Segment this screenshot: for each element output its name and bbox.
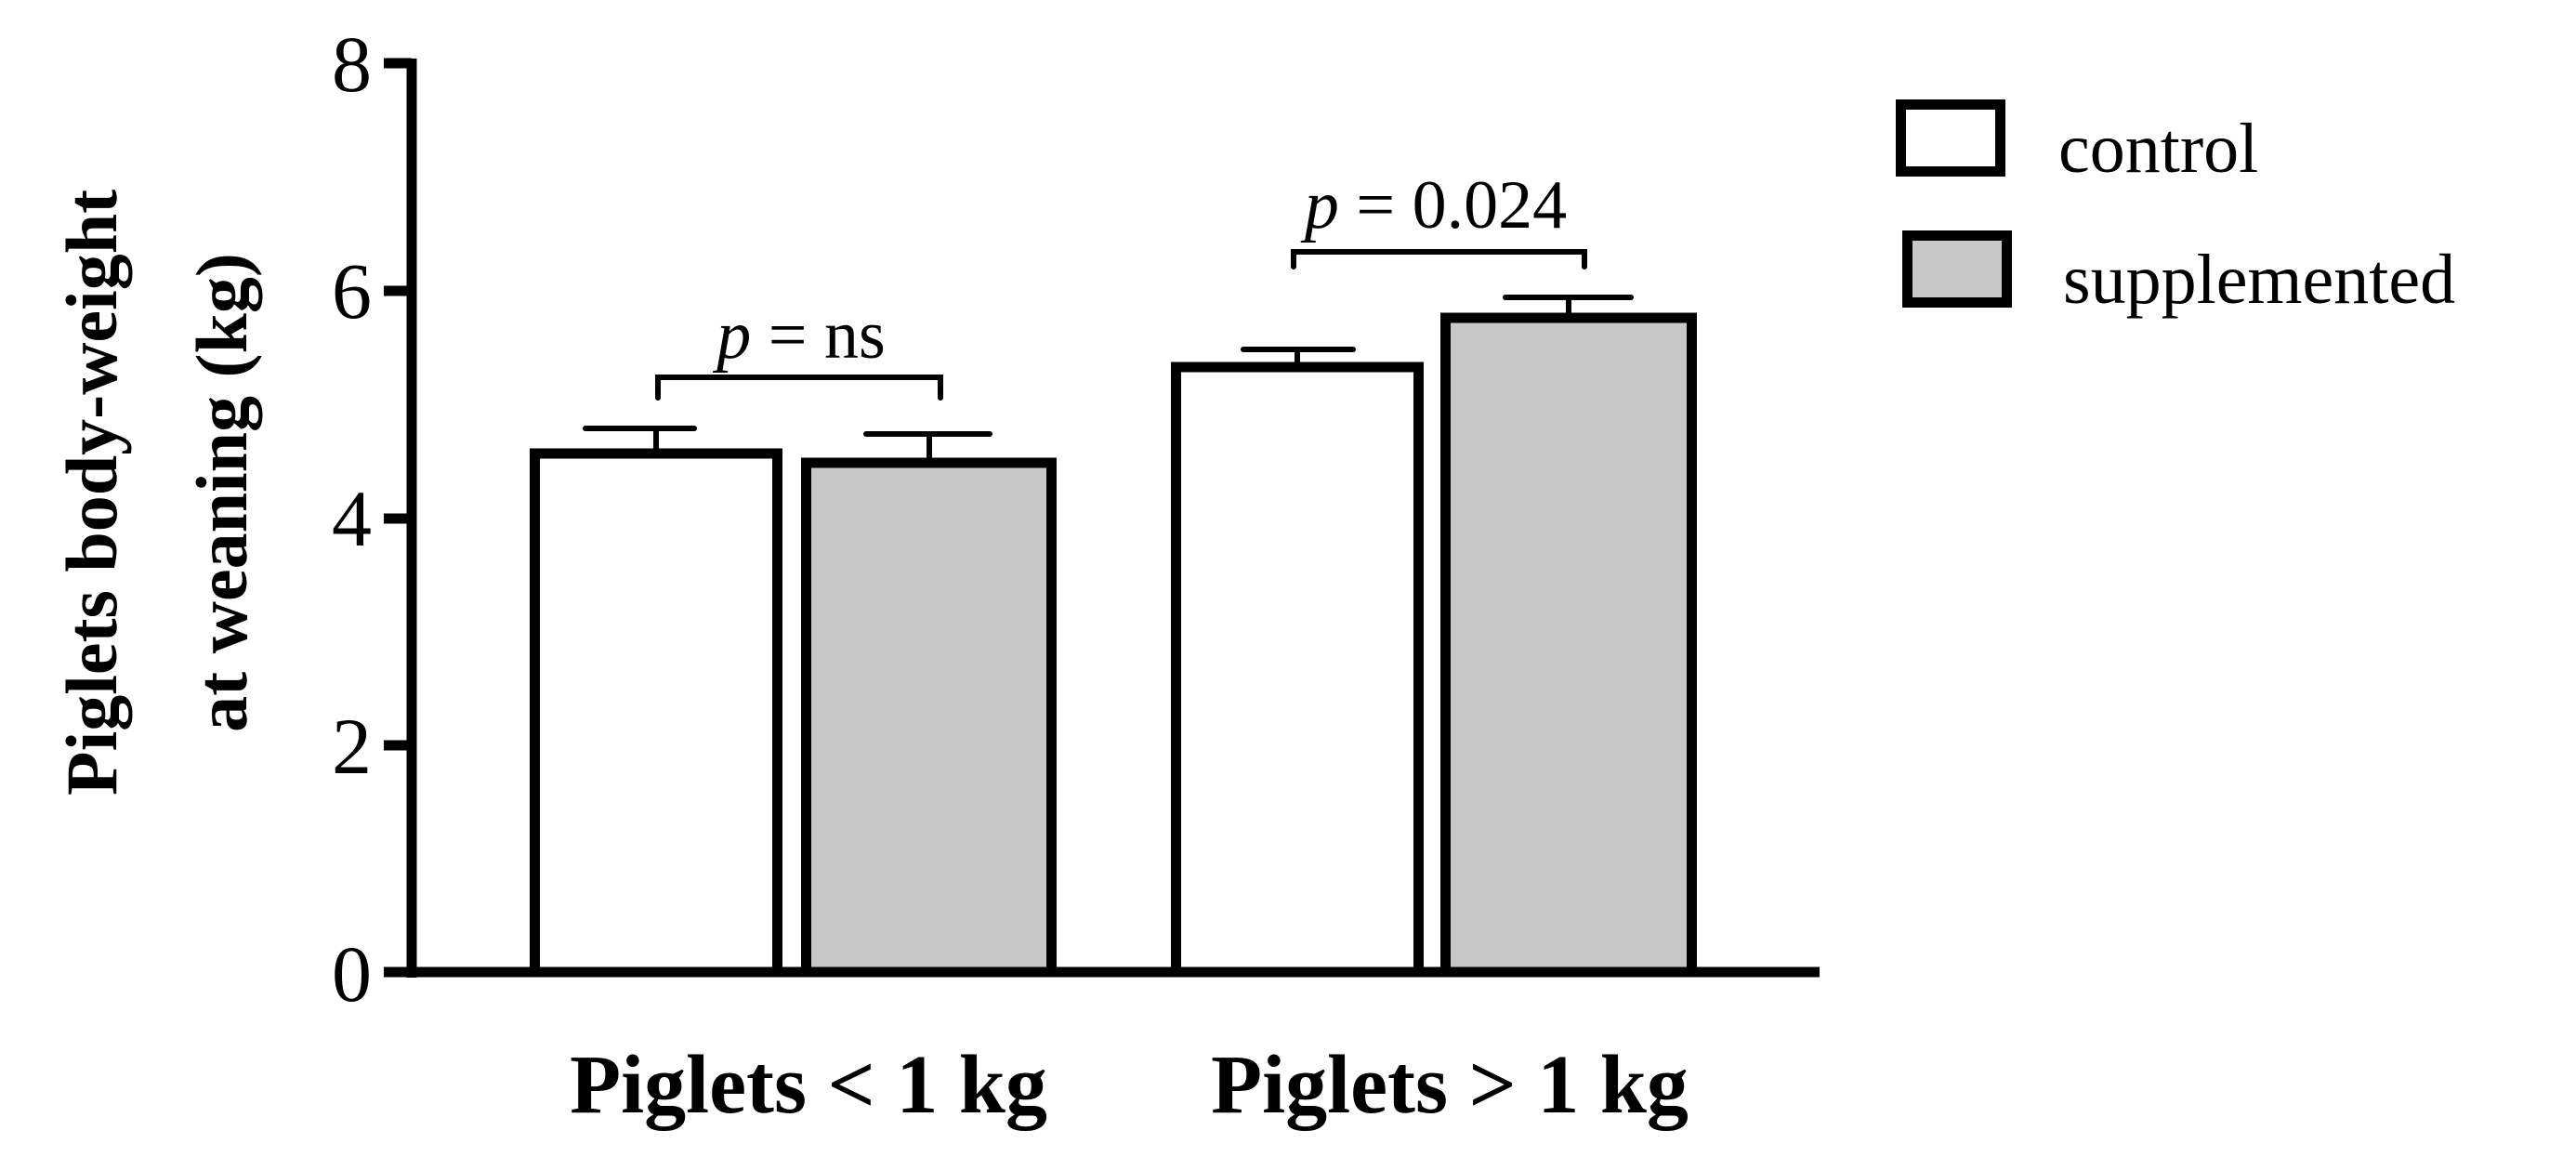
y-tick-label-6: 6 [332,246,372,335]
x-label-lt1kg: Piglets < 1 kg [570,1039,1047,1131]
bar-supplemented-gt1kg [1440,312,1697,978]
y-axis-title-line-2: at weaning (kg) [181,253,262,732]
x-label-gt1kg: Piglets > 1 kg [1211,1039,1689,1131]
bar-control-gt1kg [1171,362,1424,978]
y-axis-title-line-1: Piglets body-weight [51,190,132,795]
legend-label-control: control [2058,110,2258,188]
bracket-gt1kg [1291,249,1587,269]
x-axis-labels: Piglets < 1 kg Piglets > 1 kg [570,1039,1689,1131]
significance-brackets [655,249,1587,401]
y-tick-label-2: 2 [332,702,372,791]
y-tick-label-8: 8 [332,20,372,109]
y-tick-label-4: 4 [332,474,372,563]
annotation-lt1kg: p = ns [712,297,886,374]
bars [530,312,1697,978]
legend-swatch-supplemented [1902,230,2012,308]
y-axis-title: Piglets body-weight at weaning (kg) [51,190,262,795]
legend: control supplemented [1896,99,2455,319]
annotation-gt1kg: p = 0.024 [1300,167,1567,243]
bar-control-lt1kg [530,448,782,978]
legend-swatch-control [1896,99,2005,177]
bracket-lt1kg [655,375,943,401]
significance-labels: p = ns p = 0.024 [712,167,1567,374]
y-axis-tick-labels: 8 6 4 2 0 [332,20,372,1019]
legend-label-supplemented: supplemented [2063,241,2455,319]
y-tick-label-0: 0 [332,929,372,1019]
bar-supplemented-lt1kg [801,457,1057,978]
